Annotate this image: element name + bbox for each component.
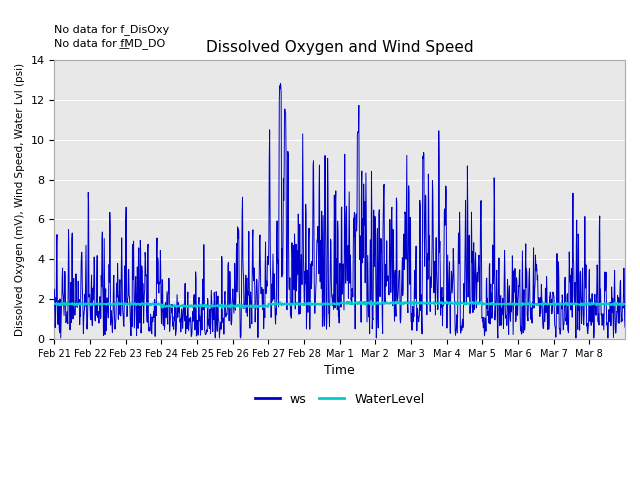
Legend: ws, WaterLevel: ws, WaterLevel bbox=[250, 388, 429, 411]
Text: EE_met: EE_met bbox=[0, 479, 1, 480]
Text: No data for f_DisOxy: No data for f_DisOxy bbox=[54, 24, 170, 35]
Text: No data for f͟MD_DO: No data for f͟MD_DO bbox=[54, 38, 166, 49]
X-axis label: Time: Time bbox=[324, 364, 355, 377]
Title: Dissolved Oxygen and Wind Speed: Dissolved Oxygen and Wind Speed bbox=[206, 40, 474, 55]
Y-axis label: Dissolved Oxygen (mV), Wind Speed, Water Lvl (psi): Dissolved Oxygen (mV), Wind Speed, Water… bbox=[15, 63, 25, 336]
